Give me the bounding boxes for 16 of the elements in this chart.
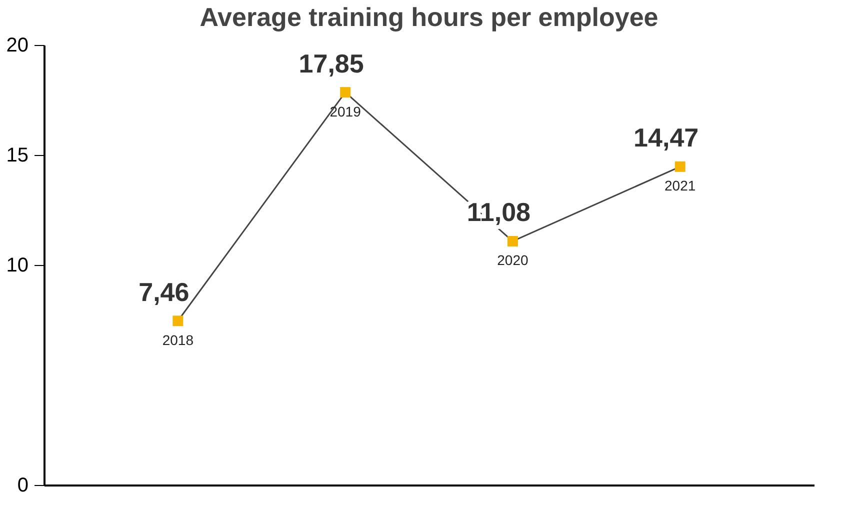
y-tick-label: 10: [6, 254, 28, 276]
point: [507, 236, 518, 246]
data-label: 17,85: [298, 48, 364, 78]
data-label: 14,47: [634, 122, 699, 153]
y-tick-label: 20: [6, 34, 28, 56]
y-tick-label: 15: [6, 144, 28, 166]
x-tick-label: 2021: [664, 178, 696, 194]
x-tick-label: 2018: [162, 332, 194, 348]
y-tick-label: 0: [17, 474, 28, 496]
point: [340, 87, 351, 98]
point: [674, 161, 686, 172]
x-tick-label: 2019: [330, 103, 362, 120]
chart-title: Average training hours per employee: [200, 2, 658, 32]
x-tick-label: 2020: [497, 252, 528, 268]
point: [172, 316, 184, 326]
data-label: 7,46: [138, 276, 190, 307]
